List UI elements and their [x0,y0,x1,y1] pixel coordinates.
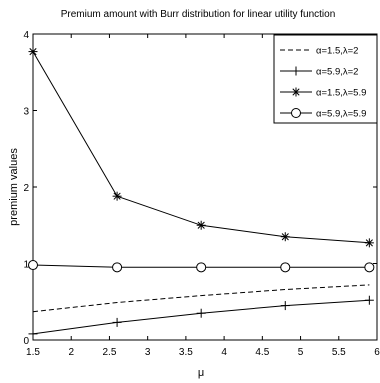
data-point [364,295,374,305]
data-point [28,329,38,339]
y-tick-label: 2 [23,183,29,194]
x-tick-label: 2.5 [102,347,116,358]
legend-label: α=1.5,λ=2 [316,46,358,57]
data-point [112,262,123,273]
data-point [364,238,374,248]
data-point [196,262,207,273]
data-point [364,262,375,273]
x-tick-label: 3.5 [179,347,193,358]
series-line [32,284,370,313]
legend-label: α=5.9,λ=5.9 [316,109,366,120]
chart-title: Premium amount with Burr distribution fo… [61,9,336,20]
legend-box [273,34,378,124]
series-layer [28,47,375,339]
data-point [280,232,290,242]
data-point [112,191,122,201]
x-tick-label: 4.5 [255,347,269,358]
axis-ticks: 1.5 2 2.5 3 3.5 4 4.5 5 5.5 6 0 1 2 3 4 [23,30,380,358]
y-tick-label: 4 [23,30,29,41]
data-point [196,220,206,230]
x-tick-label: 1.5 [26,347,40,358]
x-tick-label: 4 [221,347,227,358]
legend-label: α=1.5,λ=5.9 [316,88,366,99]
x-tick-label: 3 [145,347,151,358]
data-point [112,317,122,327]
x-tick-label: 2 [68,347,74,358]
data-point [291,66,301,76]
legend: α=1.5,λ=2 α=5.9,λ=2 α=1.5,λ=5.9 α=5.9,λ=5.9 [273,34,378,124]
data-point [291,87,301,97]
data-point [280,262,291,273]
y-axis-label: premium values [8,148,20,226]
data-point [291,108,301,118]
legend-label: α=5.9,λ=2 [316,67,358,78]
y-tick-label: 3 [23,107,29,118]
data-point [280,301,290,311]
data-point [196,308,206,318]
x-tick-label: 6 [374,347,380,358]
y-tick-label: 1 [23,260,29,271]
data-point [28,47,38,57]
x-axis-label: μ [198,367,204,379]
x-tick-label: 5.5 [332,347,346,358]
x-tick-label: 5 [298,347,304,358]
data-point [28,260,38,271]
y-tick-label: 0 [23,336,29,347]
